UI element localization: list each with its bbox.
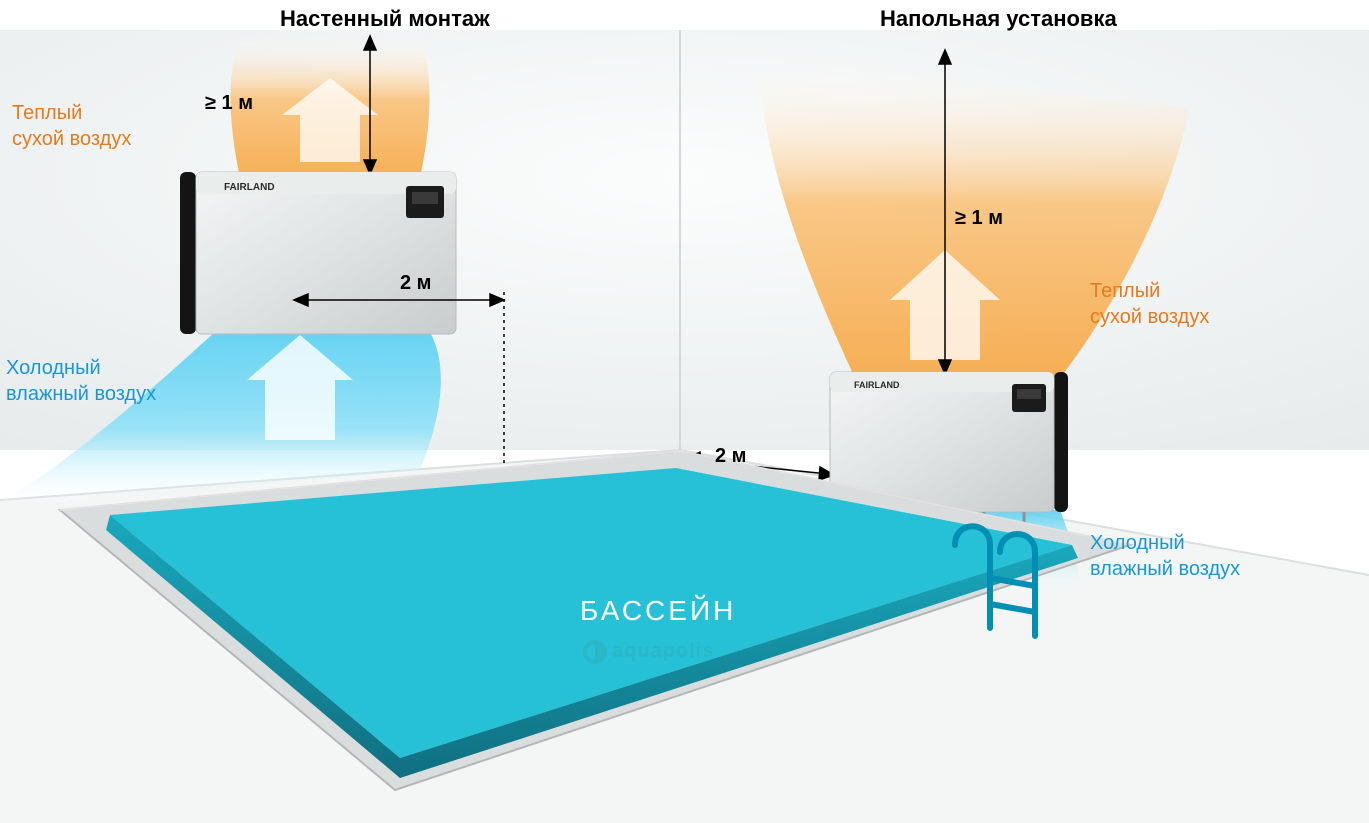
text-line: влажный воздух xyxy=(6,383,156,405)
dim-top-left: ≥ 1 м xyxy=(205,90,253,116)
label-warm-right: Теплый сухой воздух xyxy=(1090,278,1209,330)
svg-text:FAIRLAND: FAIRLAND xyxy=(224,182,275,193)
watermark-text: aquapolis xyxy=(612,640,714,663)
pool-label: БАССЕЙН xyxy=(580,595,736,627)
warm-flow-left xyxy=(231,35,430,178)
dim-top-right: ≥ 1 м xyxy=(955,205,1003,231)
text-line: сухой воздух xyxy=(12,128,131,150)
diagram-scene: FAIRLAND FAIRLAND xyxy=(0,0,1369,823)
dim-side-left: 2 м xyxy=(400,270,431,296)
label-warm-left: Теплый сухой воздух xyxy=(12,100,131,152)
heading-floor-mount: Напольная установка xyxy=(880,6,1117,32)
label-cold-left: Холодный влажный воздух xyxy=(6,355,156,407)
text-line: сухой воздух xyxy=(1090,306,1209,328)
label-cold-right: Холодный влажный воздух xyxy=(1090,530,1240,582)
text-line: Теплый xyxy=(1090,280,1160,302)
text-line: влажный воздух xyxy=(1090,558,1240,580)
device-wall: FAIRLAND xyxy=(180,172,456,334)
svg-text:FAIRLAND: FAIRLAND xyxy=(854,380,900,390)
text-line: Холодный xyxy=(6,357,101,379)
text-line: Холодный xyxy=(1090,532,1185,554)
text-line: Теплый xyxy=(12,102,82,124)
heading-wall-mount: Настенный монтаж xyxy=(280,6,490,32)
dim-side-right: 2 м xyxy=(715,443,746,469)
